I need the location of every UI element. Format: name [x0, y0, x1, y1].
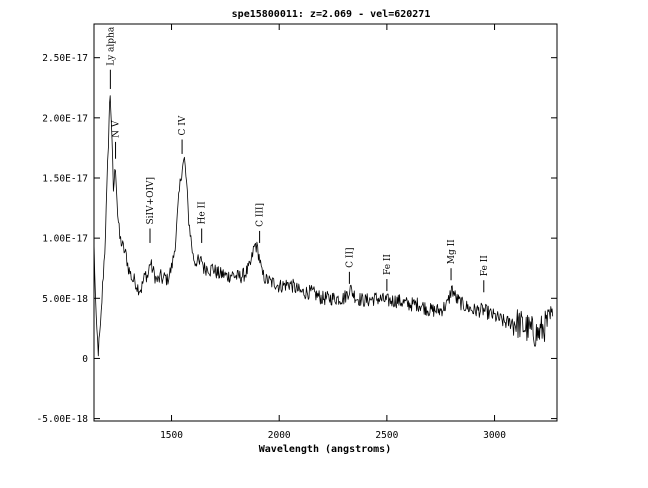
series-layer [93, 95, 554, 357]
x-tick-label: 2000 [268, 430, 291, 441]
y-tick-label: 1.50E-17 [42, 173, 88, 184]
emission-line-label: SiIV+OIV] [146, 177, 156, 225]
y-tick-label: 2.50E-17 [42, 53, 88, 64]
emission-line-label: Fe II [480, 255, 490, 276]
emission-line-label: He II [198, 201, 208, 225]
emission-line-label: Mg II [447, 239, 457, 264]
x-tick-label: 3000 [483, 430, 506, 441]
emission-line-label: N V [112, 120, 122, 138]
x-axis: 1500 2000 2500 3000 [160, 24, 506, 441]
emission-line-label: Ly alpha [106, 26, 116, 66]
y-tick-label: 1.00E-17 [42, 234, 88, 245]
y-tick-label: 0 [82, 354, 88, 365]
emission-line-label: Fe II [383, 254, 393, 275]
chart-title: spe15800011: z=2.069 - vel=620271 [232, 9, 431, 20]
emission-line-label: C II] [345, 247, 355, 267]
annotation-layer: Ly alpha N V SiIV+OIV] C IV He II C III] C II]… [106, 26, 490, 293]
x-axis-title: Wavelength (angstroms) [259, 444, 391, 455]
emission-line-label: C IV [178, 115, 188, 135]
plot-frame [93, 23, 558, 422]
y-axis: -5.00E-18 0 5.00E-18 1.00E-17 1.50E-17 2.00E-… [37, 53, 557, 425]
emission-line-label: C III] [256, 203, 266, 227]
x-tick-label: 1500 [160, 430, 183, 441]
x-tick-label: 2500 [375, 430, 398, 441]
y-tick-label: 5.00E-18 [42, 294, 88, 305]
y-tick-label: -5.00E-18 [37, 414, 89, 425]
spectrum-line [93, 95, 554, 357]
y-tick-label: 2.00E-17 [42, 113, 88, 124]
